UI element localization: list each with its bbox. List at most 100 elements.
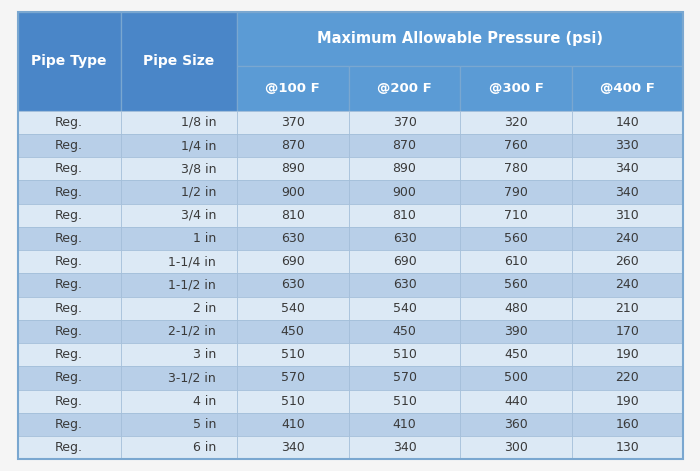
Text: Reg.: Reg. <box>55 209 83 222</box>
Bar <box>349 227 461 250</box>
Text: 500: 500 <box>504 372 528 384</box>
Bar <box>572 180 682 203</box>
Text: 190: 190 <box>615 348 639 361</box>
Text: 480: 480 <box>504 302 528 315</box>
Text: 710: 710 <box>504 209 528 222</box>
Bar <box>18 203 120 227</box>
Text: 6 in: 6 in <box>193 441 216 454</box>
Bar <box>18 111 120 134</box>
Text: 5 in: 5 in <box>193 418 216 431</box>
Bar <box>237 134 349 157</box>
Text: 340: 340 <box>393 441 416 454</box>
Bar <box>237 250 349 273</box>
Text: 4 in: 4 in <box>193 395 216 407</box>
Text: 870: 870 <box>281 139 304 152</box>
Text: 450: 450 <box>393 325 416 338</box>
Text: 450: 450 <box>281 325 304 338</box>
Bar <box>120 12 237 111</box>
Text: Reg.: Reg. <box>55 162 83 175</box>
Text: 410: 410 <box>281 418 304 431</box>
Text: Reg.: Reg. <box>55 255 83 268</box>
Bar <box>572 413 682 436</box>
Text: Maximum Allowable Pressure (psi): Maximum Allowable Pressure (psi) <box>316 32 603 46</box>
Text: 140: 140 <box>615 116 639 129</box>
Bar <box>237 297 349 320</box>
Text: 330: 330 <box>615 139 639 152</box>
Text: 570: 570 <box>393 372 416 384</box>
Text: 890: 890 <box>393 162 416 175</box>
Bar <box>237 343 349 366</box>
Text: Reg.: Reg. <box>55 232 83 245</box>
Bar <box>349 134 461 157</box>
Bar <box>461 180 572 203</box>
Bar <box>461 203 572 227</box>
Text: 510: 510 <box>393 395 416 407</box>
Bar <box>572 157 682 180</box>
Text: 760: 760 <box>504 139 528 152</box>
Text: Reg.: Reg. <box>55 302 83 315</box>
Text: 900: 900 <box>281 186 304 198</box>
Bar <box>120 273 237 297</box>
Text: 240: 240 <box>615 278 639 292</box>
Bar <box>349 157 461 180</box>
Bar <box>572 366 682 390</box>
Text: @200 F: @200 F <box>377 82 432 95</box>
Text: 2-1/2 in: 2-1/2 in <box>168 325 216 338</box>
Text: 810: 810 <box>281 209 304 222</box>
Text: 440: 440 <box>505 395 528 407</box>
Bar <box>237 111 349 134</box>
Bar <box>572 436 682 459</box>
Text: 540: 540 <box>393 302 416 315</box>
Text: Reg.: Reg. <box>55 372 83 384</box>
Bar <box>120 390 237 413</box>
Text: 610: 610 <box>505 255 528 268</box>
Text: 3 in: 3 in <box>193 348 216 361</box>
Bar <box>18 297 120 320</box>
Bar <box>237 436 349 459</box>
Bar <box>120 227 237 250</box>
Bar <box>572 320 682 343</box>
Bar <box>461 111 572 134</box>
Bar <box>572 134 682 157</box>
Text: @300 F: @300 F <box>489 82 544 95</box>
Text: 160: 160 <box>615 418 639 431</box>
Bar <box>349 320 461 343</box>
Bar <box>572 250 682 273</box>
Text: 570: 570 <box>281 372 304 384</box>
Bar <box>120 413 237 436</box>
Bar <box>18 12 120 111</box>
Bar <box>237 273 349 297</box>
Text: 810: 810 <box>393 209 416 222</box>
Text: 320: 320 <box>505 116 528 129</box>
Text: Reg.: Reg. <box>55 139 83 152</box>
Text: @400 F: @400 F <box>600 82 654 95</box>
Bar <box>18 343 120 366</box>
Text: 560: 560 <box>504 232 528 245</box>
Text: Reg.: Reg. <box>55 441 83 454</box>
Bar <box>237 157 349 180</box>
Text: 510: 510 <box>281 395 304 407</box>
Text: 360: 360 <box>505 418 528 431</box>
Bar <box>461 436 572 459</box>
Bar <box>120 343 237 366</box>
Text: 790: 790 <box>504 186 528 198</box>
Bar <box>461 250 572 273</box>
Bar <box>461 157 572 180</box>
Bar <box>18 134 120 157</box>
Bar <box>237 66 349 111</box>
Bar <box>349 111 461 134</box>
Bar <box>237 366 349 390</box>
Bar <box>18 227 120 250</box>
Text: 210: 210 <box>615 302 639 315</box>
Text: 390: 390 <box>505 325 528 338</box>
Bar <box>349 203 461 227</box>
Bar <box>18 436 120 459</box>
Bar <box>461 273 572 297</box>
Bar <box>572 203 682 227</box>
Text: Reg.: Reg. <box>55 186 83 198</box>
Bar <box>120 366 237 390</box>
Bar <box>572 297 682 320</box>
Bar <box>237 320 349 343</box>
Bar <box>237 12 682 66</box>
Text: 690: 690 <box>281 255 304 268</box>
